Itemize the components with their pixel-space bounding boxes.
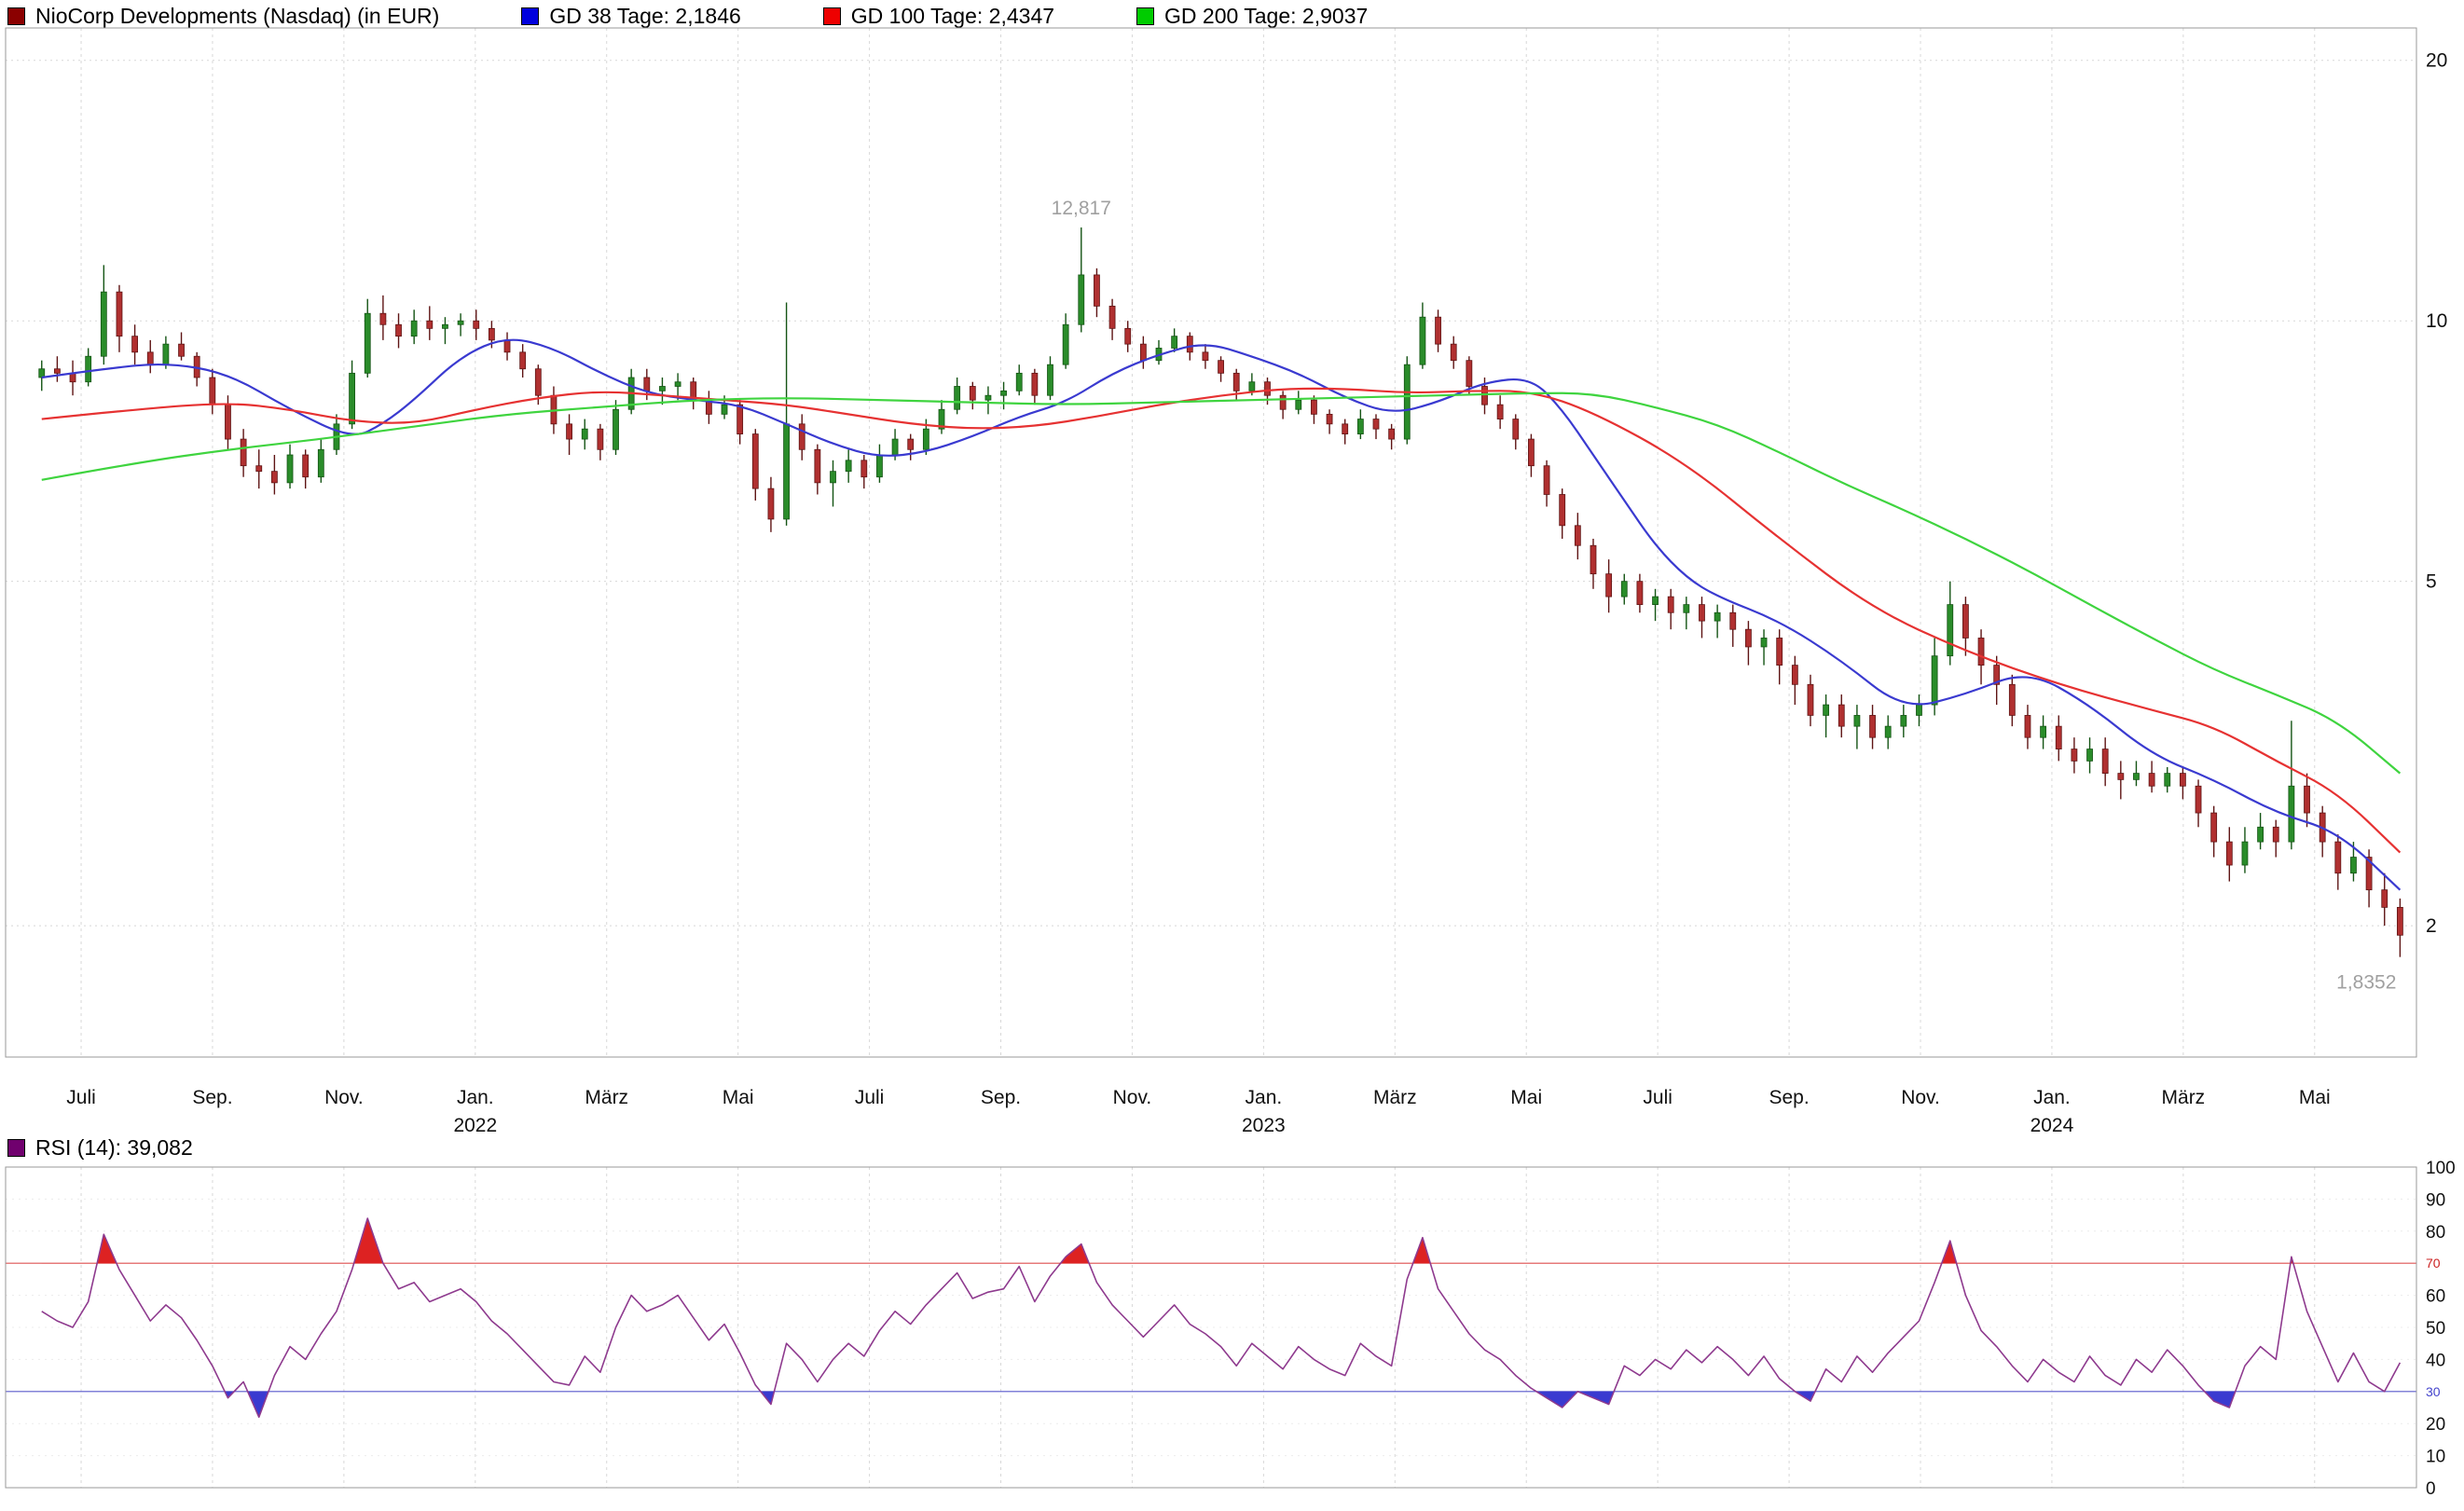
svg-text:Sep.: Sep. [981,1087,1021,1108]
gd38-label: GD 38 Tage: 2,1846 [549,4,741,28]
svg-text:Mai: Mai [723,1087,754,1108]
svg-text:März: März [585,1087,628,1108]
svg-text:40: 40 [2426,1351,2445,1370]
price-chart-legend: NioCorp Developments (Nasdaq) (in EUR) G… [7,4,1450,29]
legend-item-gd38: GD 38 Tage: 2,1846 [521,4,741,29]
legend-item-instrument: NioCorp Developments (Nasdaq) (in EUR) [7,4,439,29]
svg-text:12,817: 12,817 [1052,198,1111,219]
instrument-label: NioCorp Developments (Nasdaq) (in EUR) [35,4,440,28]
svg-text:90: 90 [2426,1190,2445,1210]
svg-text:60: 60 [2426,1287,2445,1307]
legend-item-rsi: RSI (14): 39,082 [7,1135,193,1161]
rsi-swatch-icon [7,1139,25,1157]
svg-text:Jan.: Jan. [457,1087,494,1108]
svg-text:März: März [1373,1087,1417,1108]
svg-text:20: 20 [2426,50,2447,72]
svg-text:Nov.: Nov. [1901,1087,1940,1108]
instrument-swatch-icon [7,7,25,25]
rsi-legend: RSI (14): 39,082 [7,1135,275,1161]
svg-text:10: 10 [2426,1448,2445,1467]
svg-text:5: 5 [2426,571,2437,593]
svg-text:2023: 2023 [1242,1115,1286,1136]
svg-text:2024: 2024 [2030,1115,2074,1136]
svg-text:Jan.: Jan. [1246,1087,1283,1108]
gd100-label: GD 100 Tage: 2,4347 [850,4,1055,28]
svg-text:Juli: Juli [1643,1087,1672,1108]
svg-text:2022: 2022 [453,1115,497,1136]
svg-text:Nov.: Nov. [1113,1087,1152,1108]
legend-item-gd100: GD 100 Tage: 2,4347 [822,4,1055,29]
svg-text:10: 10 [2426,310,2447,332]
svg-text:Mai: Mai [2299,1087,2331,1108]
gd200-label: GD 200 Tage: 2,9037 [1164,4,1369,28]
svg-text:Nov.: Nov. [324,1087,364,1108]
rsi-label: RSI (14): 39,082 [35,1135,193,1160]
svg-text:Jan.: Jan. [2033,1087,2071,1108]
svg-text:1,8352: 1,8352 [2336,972,2396,994]
gd38-swatch-icon [521,7,540,25]
svg-text:Mai: Mai [1510,1087,1542,1108]
legend-item-gd200: GD 200 Tage: 2,9037 [1136,4,1368,29]
gd100-swatch-icon [822,7,841,25]
svg-text:0: 0 [2426,1479,2436,1499]
svg-text:Juli: Juli [855,1087,885,1108]
svg-text:Juli: Juli [66,1087,96,1108]
svg-text:80: 80 [2426,1223,2445,1243]
svg-text:Sep.: Sep. [192,1087,232,1108]
svg-text:2: 2 [2426,915,2437,937]
svg-text:50: 50 [2426,1319,2445,1339]
gd200-swatch-icon [1136,7,1155,25]
svg-text:20: 20 [2426,1415,2445,1435]
svg-text:Sep.: Sep. [1769,1087,1809,1108]
svg-text:70: 70 [2426,1256,2441,1271]
svg-text:30: 30 [2426,1384,2441,1399]
svg-text:100: 100 [2426,1159,2456,1178]
svg-text:März: März [2162,1087,2206,1108]
